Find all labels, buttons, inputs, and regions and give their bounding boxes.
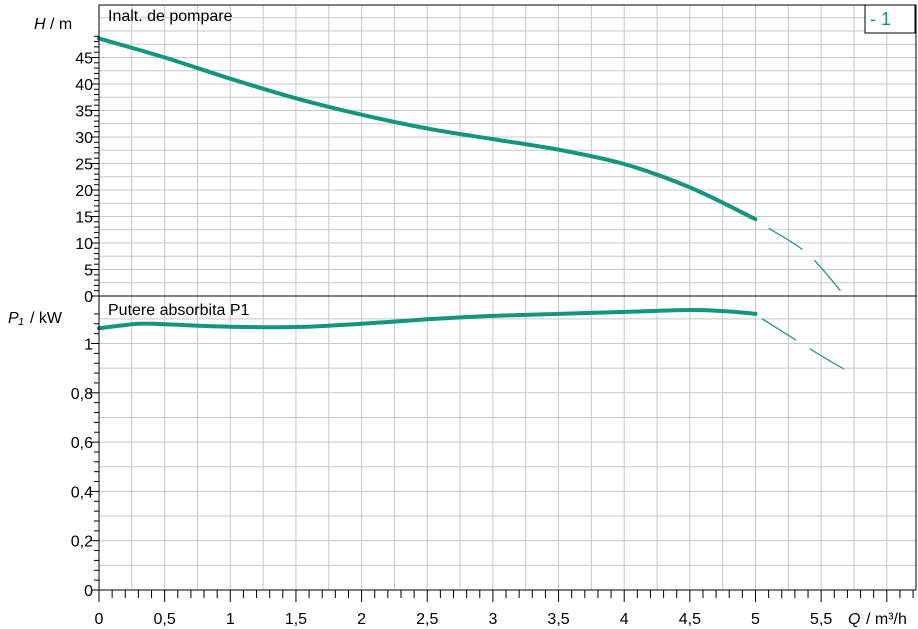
xtick-label: 5 (751, 611, 760, 628)
power-panel-label: Putere absorbita P1 (108, 302, 250, 319)
power-curve-extrapolated (761, 318, 846, 370)
xtick-label: 1 (226, 611, 235, 628)
legend-box (864, 4, 916, 34)
xtick-label: 1,5 (285, 611, 307, 628)
power-panel-frame (98, 295, 917, 591)
head-ytick-label: 35 (75, 104, 93, 121)
head-ytick-label: 10 (75, 236, 93, 253)
head-ytick-label: 25 (75, 157, 93, 174)
grid (99, 5, 916, 590)
power-ytick-label: 0 (84, 583, 93, 600)
head-ylabel-unit: / m (50, 16, 72, 33)
power-curve-series-1 (97, 307, 758, 331)
head-panel-label: Inalt. de pompare (108, 8, 233, 25)
power-ylabel-unit: / kW (30, 310, 63, 327)
head-ytick-label: 15 (75, 210, 93, 227)
xtick-label: 4 (620, 611, 629, 628)
power-ytick-label: 0,4 (71, 484, 93, 501)
head-ytick-label: 30 (75, 130, 93, 147)
xtick-label: 4,5 (679, 611, 701, 628)
power-ylabel-var: P₁ (8, 310, 24, 327)
head-ytick-label: 45 (75, 51, 93, 68)
curves (97, 36, 846, 370)
xtick-label: 0,5 (154, 611, 176, 628)
power-ytick-label: 1 (84, 337, 93, 354)
xlabel-unit: / m³/h (866, 611, 907, 628)
head-ytick-label: 0 (84, 289, 93, 306)
head-ytick-label: 40 (75, 77, 93, 94)
legend-label: - 1 (870, 9, 891, 29)
xtick-label: 3 (488, 611, 497, 628)
xtick-label: 2,5 (416, 611, 438, 628)
xtick-label: 5,5 (810, 611, 832, 628)
xlabel-var: Q (848, 611, 860, 628)
head-curve-extrapolated (768, 227, 846, 297)
head-ytick-label: 20 (75, 183, 93, 200)
head-curve-series-1 (97, 36, 758, 222)
xtick-label: 0 (95, 611, 104, 628)
power-ytick-label: 0,2 (71, 534, 93, 551)
power-ytick-label: 0,6 (71, 435, 93, 452)
legend: - 1 (864, 4, 916, 34)
xtick-label: 3,5 (547, 611, 569, 628)
xtick-label: 2 (357, 611, 366, 628)
head-ytick-label: 5 (84, 263, 93, 280)
head-ylabel-var: H (34, 16, 46, 33)
power-ytick-label: 0,8 (71, 386, 93, 403)
